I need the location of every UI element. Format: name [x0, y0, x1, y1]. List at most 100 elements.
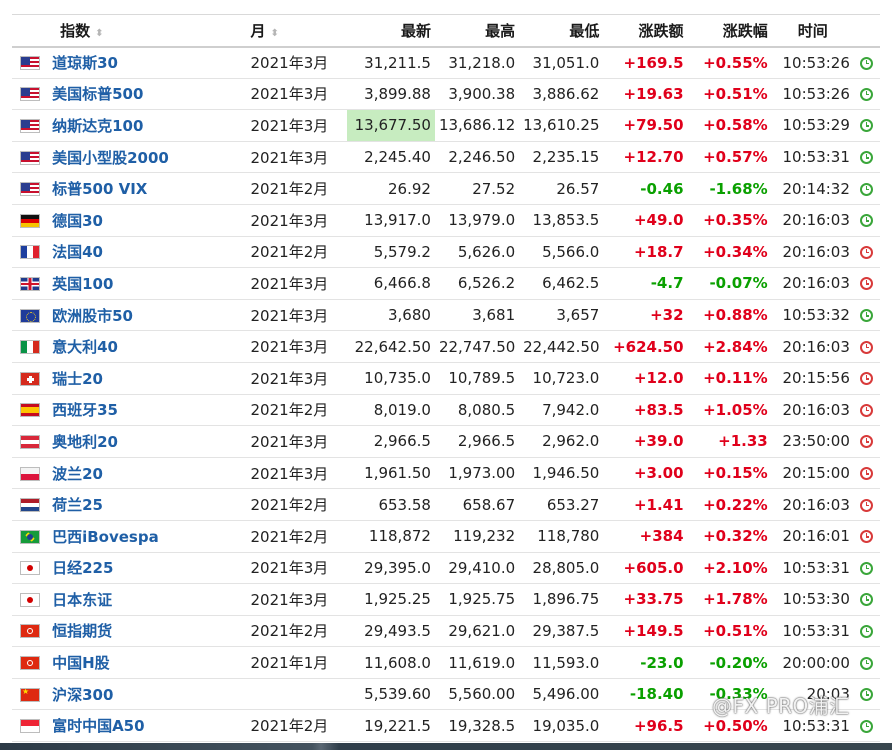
index-name-cell[interactable]: 欧洲股市50: [48, 299, 241, 332]
header-month[interactable]: 月 ⬍: [240, 14, 347, 48]
flag-cell: [12, 267, 49, 300]
index-link[interactable]: 沪深300: [52, 685, 114, 704]
index-link[interactable]: 英国100: [52, 274, 114, 293]
header-name[interactable]: 指数 ⬍: [48, 14, 241, 48]
header-change[interactable]: 涨跌额: [603, 14, 688, 48]
index-name-cell[interactable]: 标普500 VIX: [48, 172, 241, 205]
flag-pl-icon: [20, 466, 41, 481]
index-name-cell[interactable]: 瑞士20: [48, 362, 241, 395]
index-name-cell[interactable]: 沪深300: [48, 678, 241, 711]
table-row[interactable]: 瑞士20 2021年3月 10,735.0 10,789.5 10,723.0 +12.0…: [12, 362, 880, 395]
table-row[interactable]: 巴西iBovespa 2021年2月 118,872 119,232 118,780 +3…: [12, 520, 880, 553]
table-row[interactable]: 荷兰25 2021年2月 653.58 658.67 653.27 +1.41 +0.22%…: [12, 488, 880, 521]
index-link[interactable]: 纳斯达克100: [52, 116, 144, 135]
flag-cell: [12, 330, 49, 363]
index-name-cell[interactable]: 西班牙35: [48, 394, 241, 427]
low-cell: 13,853.5: [519, 204, 604, 237]
flag-cell: [12, 299, 49, 332]
index-name-cell[interactable]: 美国小型股2000: [48, 141, 241, 174]
table-row[interactable]: 法国40 2021年2月 5,579.2 5,626.0 5,566.0 +18.7 +0.…: [12, 236, 880, 269]
table-row[interactable]: 波兰20 2021年3月 1,961.50 1,973.00 1,946.50 +3.00…: [12, 457, 880, 490]
table-row[interactable]: 中国H股 2021年1月 11,608.0 11,619.0 11,593.0 -23.0…: [12, 646, 880, 679]
index-name-cell[interactable]: 意大利40: [48, 330, 241, 363]
index-link[interactable]: 德国30: [52, 211, 103, 230]
table-row[interactable]: 标普500 VIX 2021年2月 26.92 27.52 26.57 -0.46 -1.6…: [12, 172, 880, 205]
last-price-cell: 10,735.0: [346, 362, 435, 395]
header-high-label: 最高: [485, 21, 516, 40]
index-name-cell[interactable]: 恒指期货: [48, 615, 241, 648]
index-name-cell[interactable]: 日本东证: [48, 583, 241, 616]
index-name-cell[interactable]: 纳斯达克100: [48, 109, 241, 142]
index-link[interactable]: 恒指期货: [52, 622, 113, 641]
change-pct-cell: +0.35%: [687, 204, 772, 237]
index-name-cell[interactable]: 日经225: [48, 552, 241, 585]
index-link[interactable]: 日经225: [52, 559, 114, 578]
time-cell: 20:16:03: [771, 394, 854, 427]
index-name-cell[interactable]: 奥地利20: [48, 425, 241, 458]
status-cell: [853, 172, 880, 205]
index-link[interactable]: 波兰20: [52, 464, 103, 483]
index-name-cell[interactable]: 巴西iBovespa: [48, 520, 241, 553]
header-change-pct[interactable]: 涨跌幅: [687, 14, 772, 48]
header-status: [853, 14, 880, 48]
status-cell: [853, 520, 880, 553]
index-name-cell[interactable]: 富时中国A50: [48, 709, 241, 743]
status-cell: [853, 552, 880, 585]
index-link[interactable]: 荷兰25: [52, 496, 103, 515]
flag-nl-icon: [20, 498, 41, 513]
table-row[interactable]: 德国30 2021年3月 13,917.0 13,979.0 13,853.5 +49.0…: [12, 204, 880, 237]
index-name-cell[interactable]: 中国H股: [48, 646, 241, 679]
index-link[interactable]: 美国标普500: [52, 85, 144, 104]
time-cell: 10:53:26: [771, 46, 854, 79]
index-link[interactable]: 巴西iBovespa: [52, 527, 159, 546]
table-row[interactable]: 西班牙35 2021年2月 8,019.0 8,080.5 7,942.0 +83.5 +1…: [12, 394, 880, 427]
index-name-cell[interactable]: 德国30: [48, 204, 241, 237]
table-row[interactable]: 欧洲股市50 2021年3月 3,680 3,681 3,657 +32 +0.88% 10:…: [12, 299, 880, 332]
index-name-cell[interactable]: 荷兰25: [48, 488, 241, 521]
header-high[interactable]: 最高: [434, 14, 520, 48]
index-link[interactable]: 日本东证: [52, 590, 113, 609]
last-price-cell: 6,466.8: [346, 267, 435, 300]
index-link[interactable]: 道琼斯30: [52, 54, 118, 73]
index-link[interactable]: 瑞士20: [52, 369, 103, 388]
table-row[interactable]: 富时中国A50 2021年2月 19,221.5 19,328.5 19,035.0 +9…: [12, 709, 880, 743]
status-cell: [853, 615, 880, 648]
index-name-cell[interactable]: 美国标普500: [48, 78, 241, 111]
table-row[interactable]: 恒指期货 2021年2月 29,493.5 29,621.0 29,387.5 +149.…: [12, 615, 880, 648]
index-link[interactable]: 西班牙35: [52, 401, 118, 420]
header-low-label: 最低: [569, 21, 600, 40]
table-row[interactable]: 奥地利20 2021年3月 2,966.5 2,966.5 2,962.0 +39.0 +1…: [12, 425, 880, 458]
table-row[interactable]: 纳斯达克100 2021年3月 13,677.50 13,686.12 13,610.2…: [12, 109, 880, 142]
time-cell: 10:53:31: [771, 141, 854, 174]
header-last-label: 最新: [400, 21, 431, 40]
clock-icon: [860, 87, 874, 101]
time-cell: 10:53:32: [771, 299, 854, 332]
table-row[interactable]: 意大利40 2021年3月 22,642.50 22,747.50 22,442.50 +…: [12, 330, 880, 363]
table-row[interactable]: 日经225 2021年3月 29,395.0 29,410.0 28,805.0 +605…: [12, 552, 880, 585]
table-row[interactable]: 沪深300 5,539.605,560.005,496.00-18.40-0.33…: [12, 678, 880, 711]
index-link[interactable]: 标普500 VIX: [52, 180, 148, 199]
flag-fr-icon: [20, 245, 41, 260]
bottom-bar: [0, 743, 892, 750]
table-row[interactable]: 美国标普500 2021年3月 3,899.88 3,900.38 3,886.62 +1…: [12, 78, 880, 111]
table-row[interactable]: 日本东证 2021年3月 1,925.25 1,925.75 1,896.75 +33.7…: [12, 583, 880, 616]
index-link[interactable]: 中国H股: [52, 654, 110, 673]
header-low[interactable]: 最低: [519, 14, 604, 48]
index-link[interactable]: 意大利40: [52, 338, 118, 357]
index-link[interactable]: 法国40: [52, 243, 103, 262]
index-link[interactable]: 美国小型股2000: [52, 148, 169, 167]
index-link[interactable]: 富时中国A50: [52, 717, 145, 736]
index-name-cell[interactable]: 道琼斯30: [48, 46, 241, 79]
high-cell: 2,246.50: [434, 141, 520, 174]
index-name-cell[interactable]: 波兰20: [48, 457, 241, 490]
table-row[interactable]: 美国小型股2000 2021年3月 2,245.40 2,246.50 2,235.15…: [12, 141, 880, 174]
index-name-cell[interactable]: 英国100: [48, 267, 241, 300]
index-name-cell[interactable]: 法国40: [48, 236, 241, 269]
high-cell: 29,621.0: [434, 615, 520, 648]
index-link[interactable]: 奥地利20: [52, 432, 118, 451]
table-row[interactable]: 道琼斯30 2021年3月 31,211.5 31,218.0 31,051.0 +169…: [12, 46, 880, 79]
index-link[interactable]: 欧洲股市50: [52, 306, 133, 325]
header-time[interactable]: 时间: [771, 14, 854, 48]
table-row[interactable]: 英国100 2021年3月 6,466.8 6,526.2 6,462.5 -4.7 -0.…: [12, 267, 880, 300]
header-last[interactable]: 最新: [346, 14, 435, 48]
